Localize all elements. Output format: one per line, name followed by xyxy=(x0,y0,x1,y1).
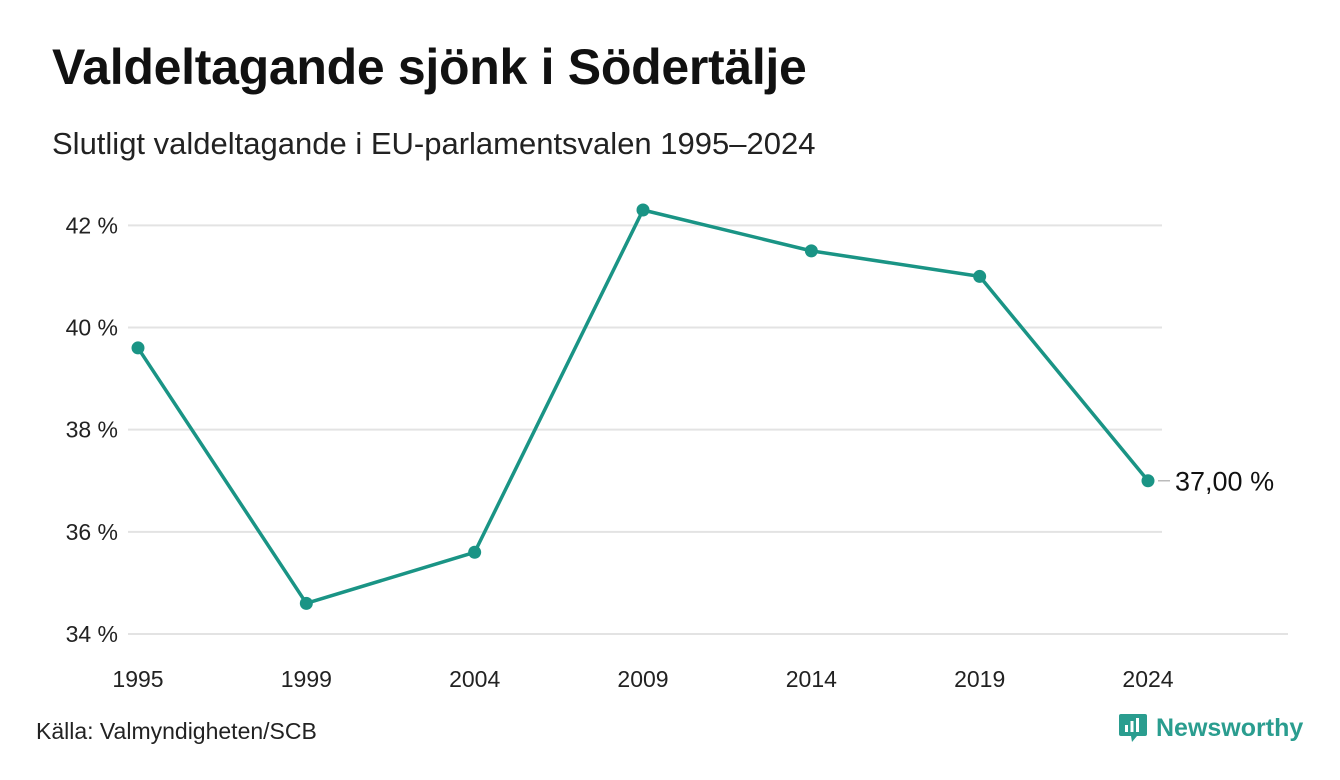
gridlines xyxy=(128,224,1288,635)
data-point-1999[interactable] xyxy=(299,596,313,610)
y-tick-label: 34 % xyxy=(66,621,118,647)
x-tick-label: 2019 xyxy=(954,666,1005,692)
y-tick-label: 42 % xyxy=(66,212,118,238)
x-tick-label: 2009 xyxy=(617,666,668,692)
y-tick-label: 40 % xyxy=(66,314,118,340)
end-value-label: 37,00 % xyxy=(1175,467,1274,497)
series-layer xyxy=(131,203,1155,610)
data-point-2009[interactable] xyxy=(636,203,650,217)
chart-title: Valdeltagande sjönk i Södertälje xyxy=(52,39,807,95)
y-tick-label: 38 % xyxy=(66,417,118,443)
data-point-2024[interactable] xyxy=(1141,474,1155,488)
source-note: Källa: Valmyndigheten/SCB xyxy=(36,718,317,744)
brand-logo: Newsworthy xyxy=(1118,712,1303,744)
end-label-layer: 37,00 % xyxy=(1158,467,1274,497)
y-axis-ticks: 34 % 36 % 38 % 40 % 42 % xyxy=(66,212,118,647)
x-tick-label: 1999 xyxy=(281,666,332,692)
x-tick-label: 2014 xyxy=(786,666,837,692)
y-tick-label: 36 % xyxy=(66,519,118,545)
x-tick-label: 2024 xyxy=(1122,666,1173,692)
newsworthy-logo-icon xyxy=(1119,714,1147,742)
data-point-2014[interactable] xyxy=(804,244,818,258)
brand-name: Newsworthy xyxy=(1156,713,1304,742)
data-point-2019[interactable] xyxy=(973,269,987,283)
x-tick-label: 2004 xyxy=(449,666,500,692)
series-line xyxy=(136,208,1150,606)
data-point-1995[interactable] xyxy=(131,341,145,355)
x-tick-label: 1995 xyxy=(112,666,163,692)
chart-subtitle: Slutligt valdeltagande i EU-parlamentsva… xyxy=(52,126,816,161)
data-point-2004[interactable] xyxy=(468,545,482,559)
x-axis-ticks: 1995 1999 2004 2009 2014 2019 2024 xyxy=(112,666,1173,692)
